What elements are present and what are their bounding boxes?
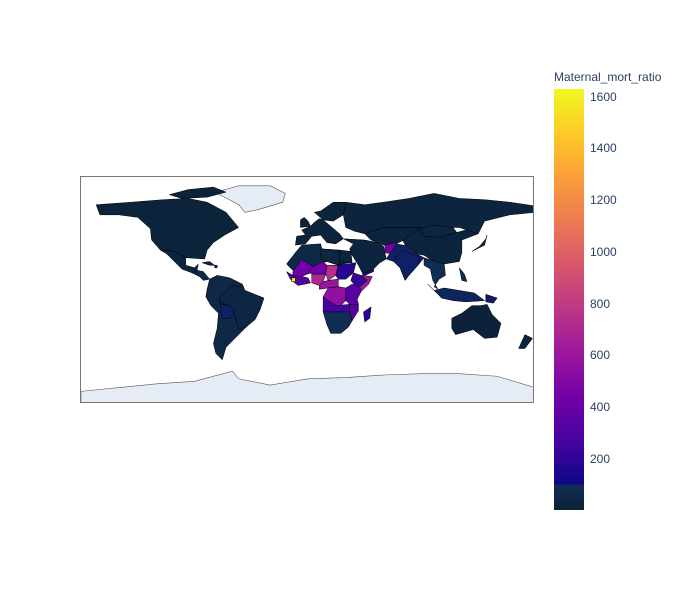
country-east-africa[interactable] [345,283,362,305]
country-southeast-asia[interactable] [423,257,446,290]
country-central-america[interactable] [191,270,211,281]
country-japan[interactable] [471,234,488,252]
choropleth-map[interactable] [80,176,534,403]
country-bolivia[interactable] [220,304,236,319]
country-new-zealand[interactable] [518,334,533,349]
colorbar-tick-label: 800 [590,296,611,311]
colorbar-tick-label: 400 [590,399,611,414]
country-yemen[interactable] [361,268,374,276]
country-cuba[interactable] [201,261,216,266]
country-haiti[interactable] [214,265,218,269]
country-india[interactable] [393,249,420,281]
colorbar-title: Maternal_mort_ratio [554,70,662,84]
country-antarctica[interactable] [81,370,534,403]
country-central-africa[interactable] [319,278,339,290]
country-greenland[interactable] [215,185,286,213]
country-papua-new-guinea[interactable] [485,293,498,304]
country-mexico[interactable] [160,249,199,274]
colorbar-tick-label: 1400 [590,141,617,156]
colorbar-tick-label: 600 [590,348,611,363]
country-mozambique[interactable] [349,304,359,322]
country-uk[interactable] [300,217,311,228]
country-china[interactable] [402,228,480,265]
colorbar-tick-label: 1000 [590,244,617,259]
colorbar [554,89,584,510]
country-northern-america[interactable] [95,198,240,260]
country-europe[interactable] [295,201,347,246]
country-philippines[interactable] [459,267,468,283]
colorbar-tick-label: 1200 [590,193,617,208]
colorbar-tick-label: 200 [590,451,611,466]
country-canadian-arctic[interactable] [168,186,227,199]
colorbar-tick-label: 1600 [590,89,617,104]
country-australia[interactable] [451,304,502,339]
country-indonesia[interactable] [427,284,486,303]
country-madagascar[interactable] [363,306,372,323]
map-svg [81,185,534,403]
country-southern-africa[interactable] [322,311,353,334]
country-libya[interactable] [320,248,340,266]
country-egypt[interactable] [339,249,353,264]
country-sierra-leone[interactable] [291,277,296,282]
